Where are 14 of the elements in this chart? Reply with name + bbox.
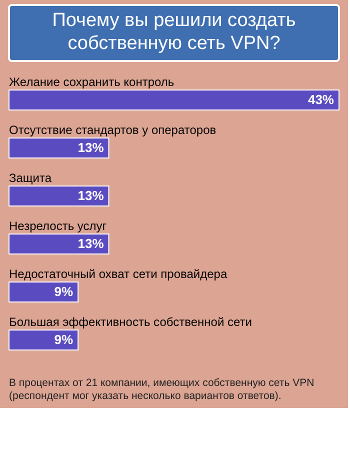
y-tick-label: Отсутствие стандартов у операторов: [9, 123, 216, 137]
chart-title: Почему вы решили создать собственную сеть VPN?: [52, 10, 296, 54]
data-label: 9%: [54, 284, 74, 299]
y-tick-label: Большая эффективность собственной сети: [9, 315, 252, 329]
y-tick-label: Желание сохранить контроль: [9, 75, 174, 89]
y-tick-label: Защита: [9, 171, 52, 185]
text: В процентах от 21 компании, имеющих собственную сеть VPN (респондент мог указать несколько вариантов ответов).: [9, 377, 314, 402]
data-label: 13%: [78, 188, 104, 203]
y-tick-label: Незрелость услуг: [9, 219, 108, 233]
data-label: 9%: [54, 332, 74, 347]
data-label: 13%: [78, 236, 104, 251]
y-tick-label: Недостаточный охват сети провайдера: [9, 267, 228, 281]
data-label: 43%: [308, 92, 334, 107]
data-label: 13%: [78, 140, 104, 155]
